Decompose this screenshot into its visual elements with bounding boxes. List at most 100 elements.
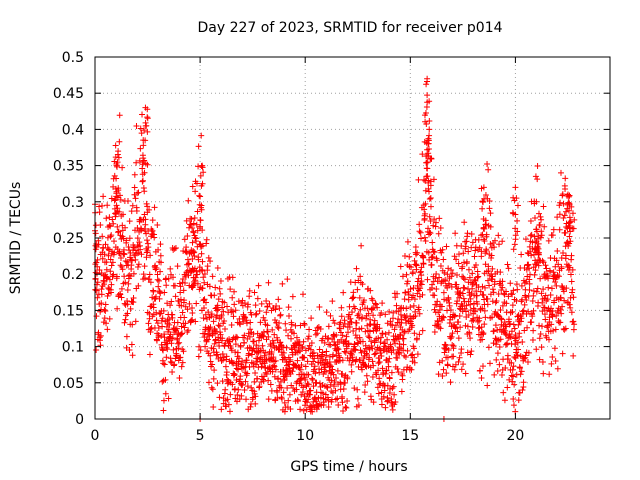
data-point [193, 268, 200, 275]
data-point [154, 276, 161, 283]
data-point [234, 349, 241, 356]
data-point [197, 193, 204, 200]
data-point [242, 378, 249, 385]
data-point [243, 320, 250, 327]
data-point [417, 229, 424, 236]
data-point [418, 235, 425, 242]
data-point [481, 237, 488, 244]
data-point [471, 253, 478, 260]
data-point [175, 357, 182, 364]
data-point [224, 380, 231, 387]
data-point [108, 232, 115, 239]
data-point [404, 278, 411, 285]
data-point [337, 319, 344, 326]
data-point [252, 400, 259, 407]
data-point [297, 406, 304, 413]
data-point [510, 402, 517, 409]
data-point [419, 291, 426, 298]
data-point [150, 288, 157, 295]
data-point [215, 322, 222, 329]
data-point [408, 264, 415, 271]
data-point [210, 345, 217, 352]
data-point [462, 370, 469, 377]
data-point [116, 112, 123, 119]
data-point [458, 346, 465, 353]
data-point [126, 272, 133, 279]
data-point [411, 330, 418, 337]
data-point [544, 322, 551, 329]
data-point [386, 308, 393, 315]
data-point [533, 346, 540, 353]
data-point [537, 275, 544, 282]
data-point [358, 242, 365, 249]
data-point [369, 297, 376, 304]
data-point [301, 321, 308, 328]
data-point [210, 403, 217, 410]
data-point [229, 294, 236, 301]
data-point [385, 329, 392, 336]
data-point [276, 384, 283, 391]
data-point [536, 322, 543, 329]
data-point [113, 162, 120, 169]
data-point [359, 338, 366, 345]
data-point [169, 369, 176, 376]
data-point [186, 300, 193, 307]
data-point [370, 312, 377, 319]
data-point [364, 322, 371, 329]
data-point [114, 223, 121, 230]
data-point [103, 215, 110, 222]
data-point [185, 197, 192, 204]
data-point [513, 281, 520, 288]
data-point [551, 297, 558, 304]
data-point [493, 341, 500, 348]
data-point [257, 319, 264, 326]
data-point [496, 241, 503, 248]
data-point [518, 251, 525, 258]
data-point [224, 376, 231, 383]
data-point [373, 301, 380, 308]
data-point [375, 367, 382, 374]
data-point [188, 317, 195, 324]
data-point [398, 388, 405, 395]
data-point [119, 164, 126, 171]
data-point [355, 402, 362, 409]
data-point [317, 326, 324, 333]
data-point [230, 360, 237, 367]
data-point [503, 288, 510, 295]
data-point [206, 283, 213, 290]
data-point [545, 284, 552, 291]
data-point [124, 310, 131, 317]
data-point [102, 307, 109, 314]
data-point [487, 223, 494, 230]
data-point [189, 316, 196, 323]
data-point [246, 287, 253, 294]
data-point [456, 354, 463, 361]
data-point [440, 289, 447, 296]
data-point [508, 328, 515, 335]
data-point [151, 204, 158, 211]
data-point [181, 280, 188, 287]
data-point [124, 298, 131, 305]
data-point [530, 287, 537, 294]
data-point [349, 295, 356, 302]
data-point [512, 225, 519, 232]
data-point [198, 206, 205, 213]
data-point [189, 309, 196, 316]
data-point [507, 320, 514, 327]
data-point [112, 211, 119, 218]
data-point [567, 228, 574, 235]
data-point [506, 334, 513, 341]
data-point [540, 286, 547, 293]
data-point [502, 323, 509, 330]
data-point [265, 377, 272, 384]
data-point [199, 242, 206, 249]
data-point [441, 349, 448, 356]
data-point [499, 278, 506, 285]
data-point [543, 265, 550, 272]
data-point [147, 279, 154, 286]
data-point [126, 235, 133, 242]
data-point [122, 257, 129, 264]
data-point [489, 314, 496, 321]
data-point [356, 334, 363, 341]
data-point [479, 305, 486, 312]
